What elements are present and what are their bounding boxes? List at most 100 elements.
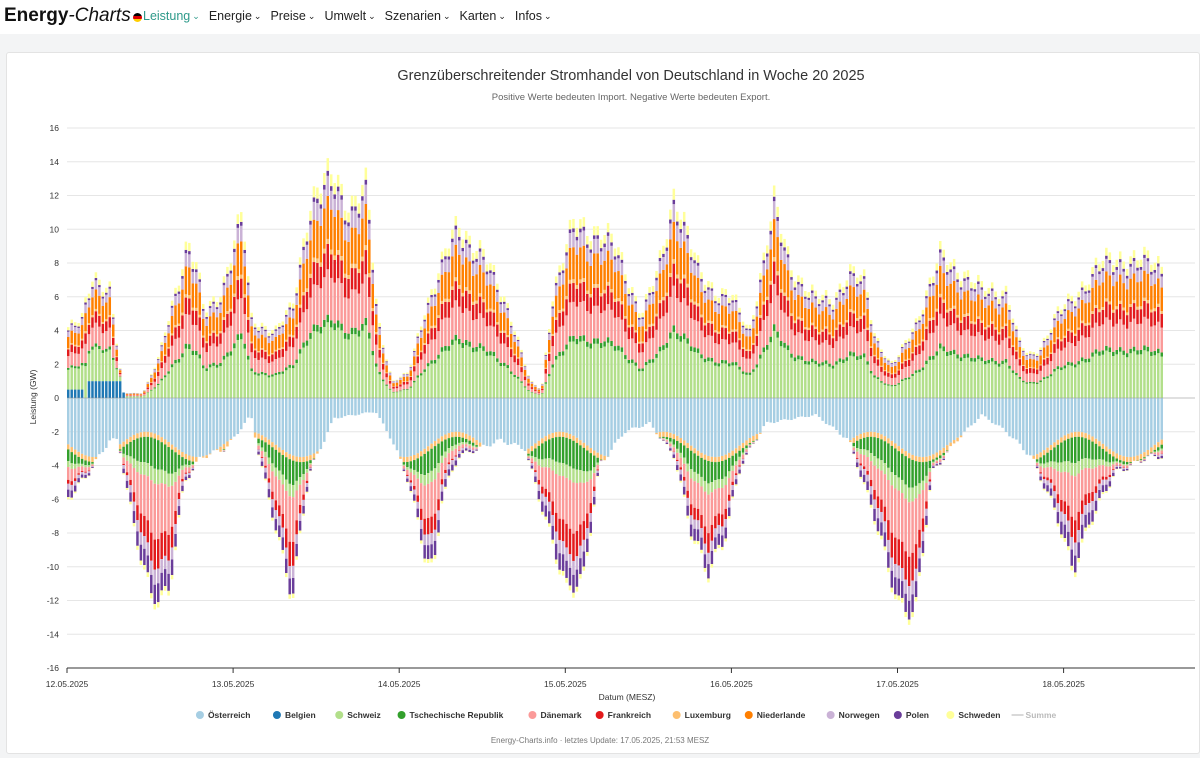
bar-segment (987, 305, 989, 325)
bar-segment (600, 265, 602, 293)
bar-segment (451, 460, 453, 465)
bar-segment (1039, 466, 1041, 472)
legend-item-belgien[interactable]: Belgien (273, 710, 316, 720)
legend-item-luxemburg[interactable]: Luxemburg (673, 710, 731, 720)
bar-segment (1050, 450, 1052, 461)
bar-segment (638, 313, 640, 317)
legend-item-norwegen[interactable]: Norwegen (827, 710, 880, 720)
bar-segment (105, 349, 107, 352)
bar-segment (780, 289, 782, 292)
bar-segment (288, 496, 290, 542)
nav-item-karten[interactable]: Karten⌄ (460, 9, 506, 23)
bar-segment (1126, 457, 1128, 462)
bar-segment (548, 511, 550, 523)
bar-segment (295, 462, 297, 481)
bar-segment (918, 354, 920, 370)
legend-item-tschechische-republik[interactable]: Tschechische Republik (398, 710, 504, 720)
bar-segment (157, 359, 159, 360)
bar-segment (216, 307, 218, 309)
bar-segment (811, 362, 813, 398)
bar-segment (929, 456, 931, 461)
bar-segment (441, 479, 443, 484)
bar-segment (859, 355, 861, 359)
bar-segment (1036, 398, 1038, 454)
nav-item-umwelt[interactable]: Umwelt⌄ (324, 9, 375, 23)
bar-segment (226, 311, 228, 314)
bar-segment (119, 368, 121, 369)
legend-item-frankreich[interactable]: Frankreich (596, 710, 651, 720)
legend-item-niederlande[interactable]: Niederlande (745, 710, 806, 720)
bar-segment (302, 474, 304, 480)
bar-segment (970, 324, 972, 336)
legend-item-schweiz[interactable]: Schweiz (335, 710, 381, 720)
nav-item-infos[interactable]: Infos⌄ (515, 9, 552, 23)
bar-segment (482, 351, 484, 398)
nav-item-leistung[interactable]: Leistung⌄ (143, 9, 200, 23)
bar-segment (1060, 472, 1062, 500)
y-tick-label: -4 (51, 461, 59, 471)
legend-item-dänemark[interactable]: Dänemark (528, 710, 581, 720)
bar-segment (759, 282, 761, 293)
bar-segment (925, 298, 927, 307)
bar-segment (1081, 300, 1083, 321)
bar-segment (735, 302, 737, 311)
bar-segment (880, 381, 882, 383)
bar-segment (254, 372, 256, 374)
brand-logo[interactable]: Energy-Charts (4, 5, 142, 27)
bar-segment (437, 520, 439, 532)
bar-segment (185, 398, 187, 454)
nav-item-szenarien[interactable]: Szenarien⌄ (385, 9, 451, 23)
bar-segment (818, 332, 820, 334)
bar-segment (365, 398, 367, 412)
bar-segment (621, 263, 623, 275)
bar-segment (261, 374, 263, 398)
bar-segment (261, 350, 263, 358)
legend-item-polen[interactable]: Polen (894, 710, 929, 720)
bar-segment (434, 339, 436, 360)
bar-segment (209, 308, 211, 316)
nav-item-energie[interactable]: Energie⌄ (209, 9, 262, 23)
bar-segment (1116, 466, 1118, 467)
bar-segment (565, 268, 567, 296)
bar-segment (891, 588, 893, 593)
bar-segment (558, 272, 560, 275)
bar-segment (963, 398, 965, 432)
bar-segment (185, 480, 187, 481)
bar-segment (430, 360, 432, 363)
bar-segment (427, 333, 429, 344)
bar-segment (361, 331, 363, 398)
nav-item-preise[interactable]: Preise⌄ (270, 9, 315, 23)
bar-segment (451, 308, 453, 340)
bar-segment (825, 329, 827, 340)
bar-segment (925, 340, 927, 360)
bar-segment (91, 317, 93, 327)
bar-segment (174, 294, 176, 296)
bar-segment (835, 292, 837, 298)
bar-segment (565, 561, 567, 578)
bar-segment (1026, 374, 1028, 383)
bar-segment (783, 293, 785, 296)
bar-segment (271, 334, 273, 335)
bar-segment (915, 345, 917, 347)
bar-segment (288, 454, 290, 459)
bar-segment (102, 350, 104, 353)
bar-segment (545, 356, 547, 360)
bar-segment (735, 484, 737, 485)
bar-segment (942, 261, 944, 273)
bar-segment (873, 355, 875, 356)
bar-segment (596, 463, 598, 465)
bar-segment (105, 398, 107, 448)
bar-segment (880, 349, 882, 352)
bar-segment (295, 457, 297, 462)
legend-item-summe[interactable]: Summe (1012, 710, 1057, 720)
legend-item-österreich[interactable]: Österreich (196, 710, 251, 720)
bar-segment (1109, 449, 1111, 454)
bar-segment (1081, 539, 1083, 543)
legend-item-schweden[interactable]: Schweden (946, 710, 1000, 720)
bar-segment (1157, 447, 1159, 450)
bar-segment (133, 523, 135, 526)
bar-segment (1154, 263, 1156, 270)
bar-segment (157, 484, 159, 539)
bar-segment (586, 451, 588, 472)
bar-segment (1126, 398, 1128, 457)
